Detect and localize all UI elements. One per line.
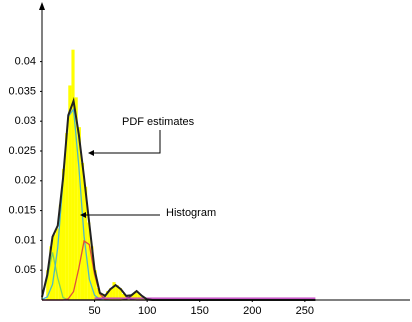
histogram-bar	[49, 246, 53, 300]
histogram-bar	[58, 204, 62, 300]
annotation: Histogram	[166, 207, 216, 219]
histogram-bar	[93, 270, 97, 300]
histogram-bar	[61, 168, 66, 300]
x-tick-label: 250	[296, 305, 314, 317]
annotation-arrow	[94, 130, 161, 154]
x-tick-label: 50	[88, 305, 100, 317]
histogram-bar	[115, 285, 119, 300]
histogram-bar	[106, 291, 110, 300]
histogram-bar	[55, 228, 59, 300]
x-tick-label: 200	[243, 305, 261, 317]
histogram-bar	[46, 270, 50, 300]
x-tick-label: 100	[138, 305, 156, 317]
histogram-bar	[131, 294, 135, 300]
histogram-bar	[121, 294, 126, 300]
histogram-bar	[68, 85, 72, 300]
annotation: PDF estimates	[122, 116, 195, 128]
histogram-bar	[118, 288, 122, 300]
histogram-bar	[109, 288, 113, 300]
histogram-bar	[87, 222, 91, 300]
y-tick-label: 0.05	[15, 264, 36, 276]
histogram-bar	[52, 234, 56, 300]
histogram-bar	[71, 49, 75, 301]
arrow-head	[80, 212, 86, 218]
x-tick-label: 150	[191, 305, 209, 317]
plot-area	[41, 49, 316, 301]
histogram-bar	[84, 186, 88, 300]
y-tick-label: 0.015	[8, 205, 36, 217]
histogram-bar	[65, 133, 69, 300]
histogram-bar	[77, 127, 81, 300]
histogram-bar	[90, 246, 94, 300]
histogram-bar	[134, 291, 138, 300]
histogram-bar	[99, 294, 103, 300]
histogram-bar	[112, 282, 116, 300]
y-tick-label: 0.03	[15, 115, 36, 127]
histogram-bar	[137, 294, 141, 300]
y-tick-label: 0.04	[15, 56, 36, 68]
y-tick-label: 0.01	[15, 234, 36, 246]
y-tick-label: 0.035	[8, 85, 36, 97]
histogram-bar	[74, 97, 78, 300]
y-axis-arrow	[39, 2, 45, 10]
histogram-bar	[96, 288, 100, 300]
y-tick-label: 0.025	[8, 145, 36, 157]
arrow-head	[88, 150, 94, 156]
histogram-bar	[80, 162, 85, 300]
y-tick-label: 0.02	[15, 175, 36, 187]
